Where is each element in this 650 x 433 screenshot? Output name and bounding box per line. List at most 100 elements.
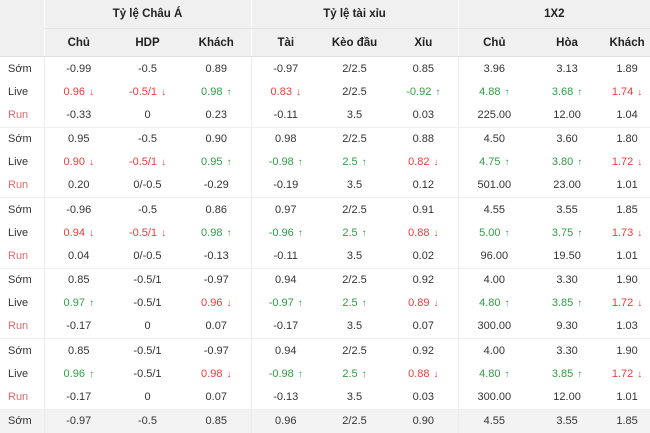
odds-value: -0.19 [273,179,299,192]
trend-down-icon: ↓ [637,368,643,380]
odds-cell: 4.00 [457,338,531,363]
odds-value: 0.04 [68,249,90,262]
corner-cell [0,28,44,57]
odds-cell: 0.85 [389,57,458,81]
odds-value: 0.98 [201,367,223,380]
odds-value: -0.97 [268,297,294,310]
odds-value: 3.5 [346,320,363,333]
odds-cell: 3.80 ↑ [530,151,604,174]
odds-value: -0.98 [268,367,294,380]
row-label: Sớm [0,409,44,433]
row-label: Sớm [8,133,32,146]
trend-up-icon: ↑ [361,298,367,310]
row-label: Sớm [8,344,32,357]
odds-cell: 1.04 [604,103,650,128]
odds-cell: -0.97 [43,409,113,433]
odds-cell: 0.98 ↑ [182,221,251,244]
odds-value: 0.88 [408,367,430,380]
trend-up-icon: ↑ [88,298,94,310]
odds-value: 0.90 [205,133,227,146]
odds-cell: 0.96 ↓ [43,80,113,104]
odds-value: 0.03 [412,390,434,403]
odds-value: 0.07 [205,390,227,403]
trend-up-icon: ↑ [504,157,510,169]
trend-up-icon: ↑ [226,227,232,239]
odds-cell: 23.00 [530,173,605,199]
odds-cell: -0.97 [182,268,251,292]
odds-value: 0.94 [63,226,85,239]
odds-cell: 2.5 ↑ [320,221,389,244]
odds-value: 2.5 [342,297,358,310]
odds-value: 3.96 [483,62,505,75]
column-header-1x2-home: Chủ [457,28,531,57]
row-label: Run [0,103,44,128]
odds-value: -0.11 [273,249,298,262]
odds-value: 2.5 [342,367,358,380]
odds-cell: -0.5/1 [113,268,182,292]
row-label: Live [8,297,29,310]
odds-cell: 0.02 [389,244,459,269]
trend-down-icon: ↓ [637,298,643,310]
odds-value: 0/-0.5 [133,179,162,192]
odds-cell: 0.12 [389,173,459,199]
odds-value: 96.00 [480,249,509,262]
odds-cell: -0.5/1 ↓ [113,151,182,174]
trend-up-icon: ↑ [361,157,367,169]
odds-cell: -0.13 [250,385,321,410]
odds-cell: 12.00 [530,103,605,128]
odds-cell: 0.88 [389,127,458,151]
column-header-asian-away: Khách [182,28,252,57]
corner-cell [0,0,44,29]
trend-down-icon: ↓ [226,298,232,310]
odds-value: 0.94 [275,274,297,287]
odds-value: -0.97 [273,62,299,75]
odds-cell: 4.80 ↑ [457,291,531,315]
odds-cell: -0.17 [43,385,113,410]
odds-value: 19.50 [553,249,581,262]
odds-cell: 0.98 ↑ [182,80,251,103]
odds-cell: 5.00 ↑ [457,221,531,245]
odds-value: -0.97 [66,415,92,428]
odds-row-live: Live 0.96 ↓ -0.5/1 ↓ 0.98 ↑ 0.83 ↓ 2/2.5 -0.92 ↑ 4.8… [0,80,650,104]
odds-cell: 2.5 ↑ [320,362,389,385]
odds-cell: 3.5 [320,244,390,269]
odds-value: 3.5 [346,249,363,262]
odds-cell: 0/-0.5 [113,173,182,199]
trend-up-icon: ↑ [297,368,303,380]
odds-cell: -0.97 [250,56,321,81]
odds-value: 4.00 [483,274,505,287]
odds-row-live: Live 0.90 ↓ -0.5/1 ↓ 0.95 ↑ -0.98 ↑ 2.5 ↑ 0.82 ↓ 4.75… [0,150,650,174]
odds-cell: 0.86 [182,198,251,222]
odds-value: 0.96 [63,367,85,380]
odds-value: -0.97 [203,344,229,357]
odds-value: 0 [144,108,151,121]
odds-value: 0.95 [201,156,223,169]
odds-cell: 0.94 ↓ [43,221,113,245]
odds-cell: 0.88 ↓ [389,221,458,244]
odds-value: -0.5/1 [133,367,162,380]
odds-value: 1.85 [616,415,638,428]
trend-down-icon: ↓ [637,157,643,169]
odds-cell: 0.04 [43,244,113,269]
odds-cell: -0.5/1 ↓ [113,80,182,103]
group-header-asian-handicap: Tỷ lệ Châu Á [43,0,252,29]
odds-cell: 0.20 [43,173,113,199]
odds-cell: 0.92 [389,339,458,363]
odds-cell: 0.96 [250,409,321,433]
odds-cell: 0.96 ↑ [43,362,113,386]
odds-value: 0.12 [412,179,434,192]
odds-cell: -0.29 [182,173,252,199]
odds-row-som: Sớm 0.85 -0.5/1 -0.97 0.94 2/2.5 0.92 4.00 3.30 1… [0,268,650,292]
trend-up-icon: ↑ [297,298,303,310]
odds-cell: 3.13 [530,57,604,81]
odds-value: 1.01 [616,390,638,403]
odds-value: 3.30 [556,344,578,357]
odds-cell: 0.82 ↓ [389,151,458,174]
odds-cell: 0.85 [43,338,113,363]
odds-value: 0.20 [68,179,90,192]
column-header-goal-line: Kèo đầu [320,28,390,57]
odds-value: 3.75 [551,226,574,239]
odds-value: -0.92 [406,85,432,98]
odds-cell: 3.85 ↑ [530,292,604,315]
odds-value: 1.01 [616,249,638,262]
